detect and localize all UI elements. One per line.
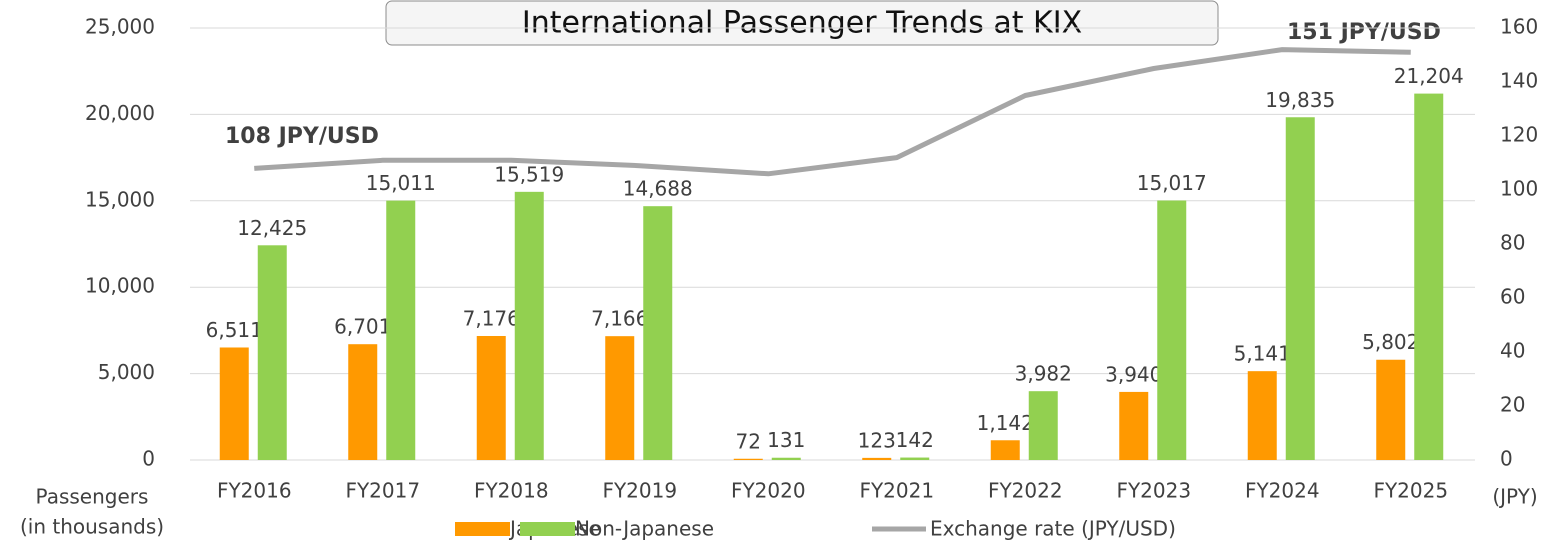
- bar: [386, 200, 416, 460]
- y2-tick-label: 60: [1500, 285, 1525, 309]
- bar: [1376, 359, 1406, 460]
- y2-axis-label: (JPY): [1492, 485, 1537, 509]
- bar: [900, 457, 930, 460]
- bar: [1247, 371, 1277, 460]
- y2-tick-label: 0: [1500, 447, 1513, 471]
- bar: [219, 347, 249, 460]
- x-tick-label: FY2023: [1116, 479, 1191, 503]
- data-label: 6,511: [206, 318, 263, 342]
- y-axis-label: (in thousands): [20, 515, 164, 539]
- legend-swatch: [455, 522, 510, 536]
- x-tick-label: FY2017: [345, 479, 420, 503]
- bar: [1028, 391, 1058, 460]
- data-label: 7,176: [463, 306, 520, 330]
- bar: [514, 191, 544, 461]
- bar: [771, 457, 801, 460]
- chart-title: International Passenger Trends at KIX: [522, 6, 1082, 41]
- annotation: 151 JPY/USD: [1287, 20, 1441, 45]
- data-label: 12,425: [237, 216, 307, 240]
- data-label: 142: [896, 428, 934, 452]
- y-tick-label: 5,000: [98, 360, 155, 384]
- y2-tick-label: 120: [1500, 123, 1538, 147]
- title-box: [385, 0, 1219, 46]
- legend-label: Non-Japanese: [575, 517, 714, 541]
- y2-tick-label: 100: [1500, 177, 1538, 201]
- x-tick-label: FY2016: [217, 479, 292, 503]
- data-label: 15,519: [494, 162, 564, 186]
- bar: [257, 245, 287, 460]
- bar: [348, 344, 378, 460]
- data-label: 123: [858, 428, 896, 452]
- y2-tick-label: 160: [1500, 15, 1538, 39]
- x-tick-label: FY2019: [602, 479, 677, 503]
- y-tick-label: 0: [142, 447, 155, 471]
- y2-tick-label: 40: [1500, 339, 1525, 363]
- bar: [1157, 200, 1187, 461]
- y2-tick-label: 20: [1500, 393, 1525, 417]
- bar: [476, 335, 506, 460]
- data-label: 5,141: [1234, 342, 1291, 366]
- data-label: 131: [767, 428, 805, 452]
- data-label: 72: [736, 429, 761, 453]
- data-label: 14,688: [623, 177, 693, 201]
- y-tick-label: 20,000: [85, 101, 155, 125]
- bar: [862, 457, 892, 460]
- bar: [605, 336, 635, 460]
- data-label: 19,835: [1265, 88, 1335, 112]
- bar: [990, 440, 1020, 460]
- bar: [1414, 93, 1444, 460]
- bar: [643, 206, 673, 460]
- x-tick-label: FY2020: [731, 479, 806, 503]
- y-tick-label: 25,000: [85, 15, 155, 39]
- bar: [1119, 391, 1149, 460]
- y-tick-label: 15,000: [85, 187, 155, 211]
- data-label: 15,017: [1137, 171, 1207, 195]
- y-tick-label: 10,000: [85, 274, 155, 298]
- data-label: 15,011: [366, 171, 436, 195]
- data-label: 7,166: [591, 307, 648, 331]
- x-tick-label: FY2018: [474, 479, 549, 503]
- data-label: 3,982: [1015, 362, 1072, 386]
- x-tick-label: FY2024: [1245, 479, 1320, 503]
- annotation: 108 JPY/USD: [225, 124, 379, 149]
- data-label: 5,802: [1362, 330, 1419, 354]
- legend-swatch: [520, 522, 575, 536]
- x-tick-label: FY2021: [859, 479, 934, 503]
- y2-tick-label: 80: [1500, 231, 1525, 255]
- x-tick-label: FY2022: [988, 479, 1063, 503]
- y2-tick-label: 140: [1500, 69, 1538, 93]
- legend-label: Exchange rate (JPY/USD): [930, 517, 1176, 541]
- line: [254, 47, 1411, 177]
- y-axis-label: Passengers: [36, 485, 149, 509]
- bar: [1285, 117, 1315, 461]
- data-label: 6,701: [334, 315, 391, 339]
- bar: [733, 458, 763, 460]
- data-label: 1,142: [977, 411, 1034, 435]
- x-tick-label: FY2025: [1373, 479, 1448, 503]
- data-label: 3,940: [1105, 362, 1162, 386]
- data-label: 21,204: [1394, 64, 1464, 88]
